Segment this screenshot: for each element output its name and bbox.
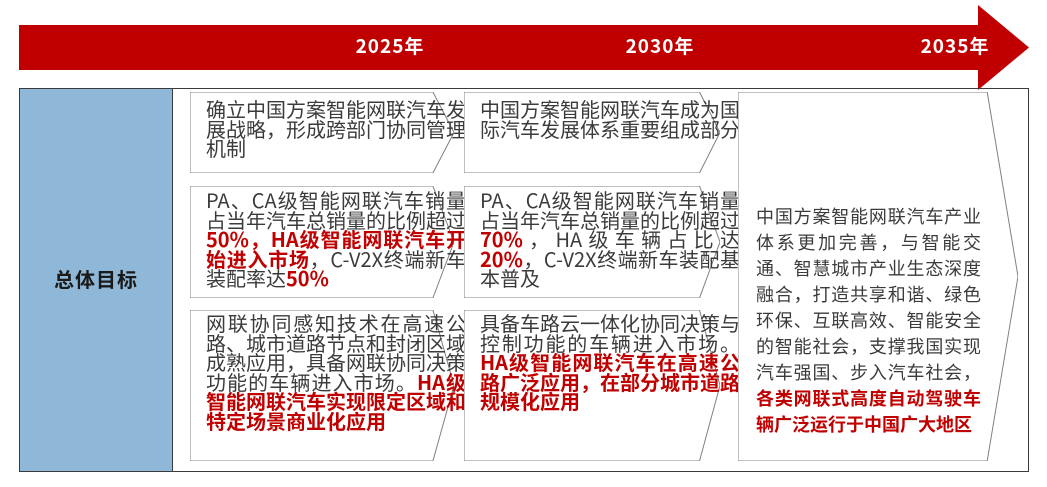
svg-text:2035年: 2035年 (921, 32, 990, 59)
svg-text:2025年: 2025年 (356, 32, 425, 59)
svg-text:2030年: 2030年 (626, 32, 695, 59)
